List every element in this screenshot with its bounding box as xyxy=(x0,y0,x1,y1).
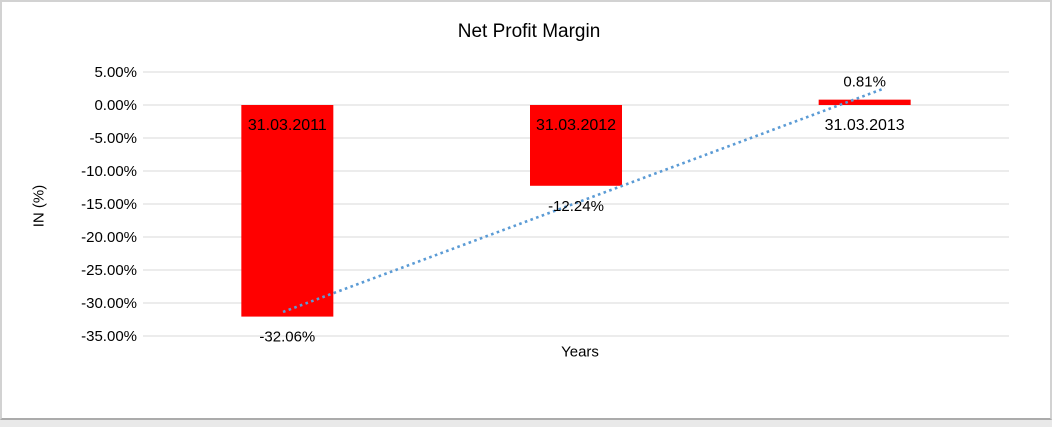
bar-value-label: -32.06% xyxy=(259,329,315,346)
bar xyxy=(241,105,334,317)
y-tick-label: 0.00% xyxy=(94,97,137,114)
bar-category-label: 31.03.2012 xyxy=(536,117,616,134)
trendline xyxy=(282,86,886,314)
bar-category-label: 31.03.2013 xyxy=(825,117,905,134)
plot-area: 5.00% 0.00% -5.00% -10.00% -15.00% -20.00% -25… xyxy=(81,64,1009,346)
bar xyxy=(818,99,911,105)
y-tick-label: 5.00% xyxy=(94,64,137,81)
y-tick-label: -15.00% xyxy=(81,196,137,213)
y-tick-label: -35.00% xyxy=(81,328,137,345)
y-tick-label: -5.00% xyxy=(89,130,137,147)
bar xyxy=(530,105,622,186)
y-tick-label: -10.00% xyxy=(81,163,137,180)
y-tick-label: -30.00% xyxy=(81,295,137,312)
bar-value-label: 0.81% xyxy=(843,74,886,91)
bar-value-label: -12.24% xyxy=(548,198,604,215)
chart-title: Net Profit Margin xyxy=(457,21,601,42)
bar-category-label: 31.03.2011 xyxy=(248,117,327,134)
y-tick-label: -25.00% xyxy=(81,262,137,279)
x-axis-title: Years xyxy=(561,343,599,361)
y-tick-label: -20.00% xyxy=(81,229,137,246)
